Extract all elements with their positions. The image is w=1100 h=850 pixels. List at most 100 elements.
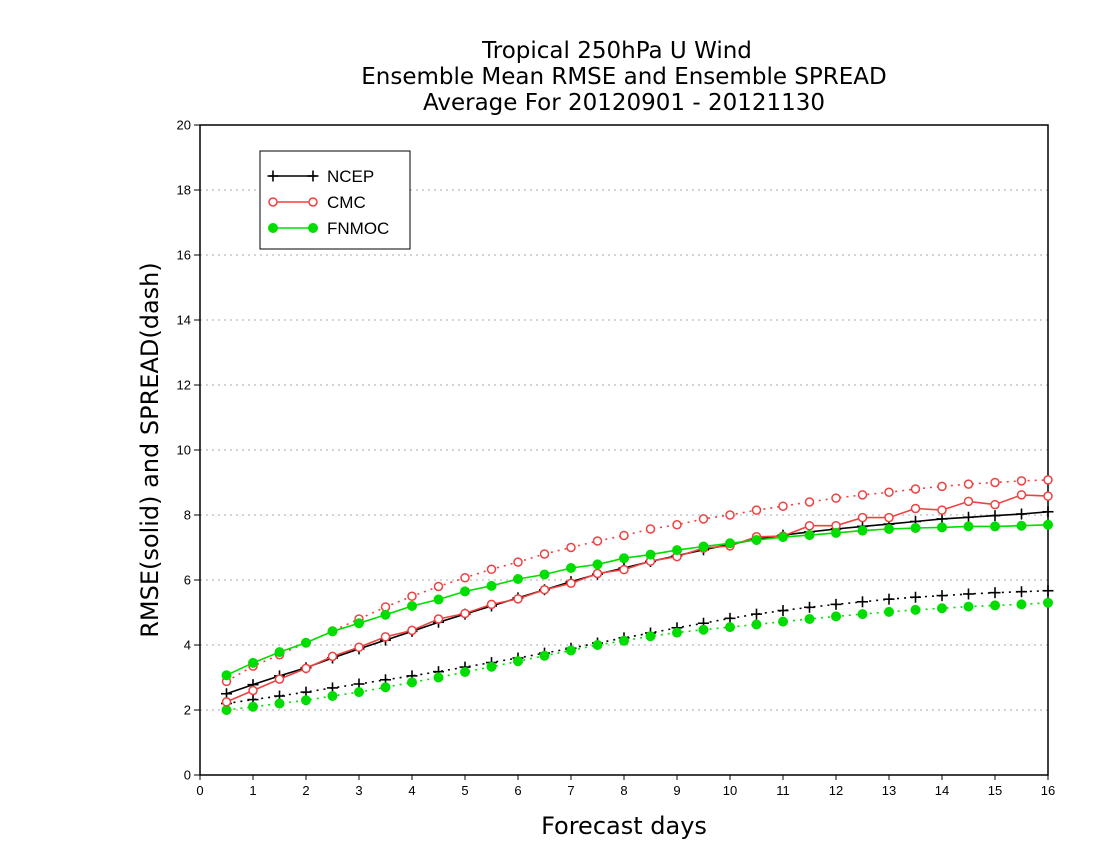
y-tick-label: 20 xyxy=(177,118,191,133)
data-point xyxy=(221,670,232,681)
data-point xyxy=(486,580,497,591)
data-point xyxy=(274,698,285,709)
y-tick-label: 16 xyxy=(177,248,191,263)
series-fnmoc-spread xyxy=(221,597,1053,715)
x-tick-label: 10 xyxy=(723,783,737,798)
data-point xyxy=(778,532,788,543)
data-point xyxy=(884,512,894,523)
title-line-3: Average For 20120901 - 20121130 xyxy=(423,90,825,116)
data-point xyxy=(433,594,444,605)
x-tick-label: 3 xyxy=(355,783,362,798)
data-point xyxy=(433,614,444,624)
data-point xyxy=(301,637,311,648)
legend-item-ncep: NCEP xyxy=(267,167,374,186)
legend-box xyxy=(259,150,411,250)
data-point xyxy=(592,640,603,650)
data-point xyxy=(751,619,762,630)
legend-label: CMC xyxy=(327,193,366,212)
data-point xyxy=(354,687,364,698)
data-point xyxy=(407,677,417,688)
data-point xyxy=(989,510,1001,522)
data-point xyxy=(963,511,974,523)
data-point xyxy=(460,666,470,677)
data-point xyxy=(1043,519,1053,530)
data-point xyxy=(936,590,948,602)
data-point xyxy=(724,612,736,624)
data-point xyxy=(963,521,974,532)
data-point xyxy=(268,223,278,233)
data-point xyxy=(1042,506,1054,518)
x-tick-label: 7 xyxy=(567,783,574,798)
series-line xyxy=(226,494,1049,703)
x-tick-label: 8 xyxy=(620,783,627,798)
data-point xyxy=(672,520,682,530)
y-tick-label: 14 xyxy=(177,313,191,328)
data-point xyxy=(937,481,947,492)
data-point xyxy=(830,598,842,610)
data-point xyxy=(354,618,364,629)
data-point xyxy=(910,523,921,533)
data-point xyxy=(777,605,789,617)
data-point xyxy=(857,525,868,536)
series-ncep-rmse xyxy=(221,506,1054,700)
data-point xyxy=(221,705,232,715)
x-tick-label: 6 xyxy=(514,783,521,798)
legend-label: FNMOC xyxy=(327,219,389,238)
data-point xyxy=(1043,475,1053,485)
data-point xyxy=(539,650,550,661)
chart-title: Tropical 250hPa U Wind Ensemble Mean RMS… xyxy=(361,38,886,116)
data-point xyxy=(804,497,815,507)
data-point xyxy=(804,530,815,541)
data-point xyxy=(539,569,550,580)
data-point xyxy=(327,691,338,702)
data-point xyxy=(698,514,709,524)
data-point xyxy=(380,632,391,642)
y-tick-label: 4 xyxy=(184,638,191,653)
data-point xyxy=(433,581,444,592)
y-tick-label: 6 xyxy=(184,573,191,588)
data-point xyxy=(910,591,921,603)
data-point xyxy=(963,496,974,507)
data-point xyxy=(486,661,497,672)
data-point xyxy=(884,487,894,497)
data-point xyxy=(857,490,868,500)
data-point xyxy=(910,503,921,514)
data-point xyxy=(831,527,841,538)
x-tick-label: 2 xyxy=(302,783,309,798)
data-point xyxy=(725,622,735,633)
data-point xyxy=(248,685,258,696)
x-tick-label: 4 xyxy=(408,783,415,798)
legend-label: NCEP xyxy=(327,167,374,186)
data-point xyxy=(857,609,868,620)
data-point xyxy=(990,521,1000,532)
series-layer xyxy=(221,475,1054,715)
x-tick-label: 14 xyxy=(935,783,949,798)
data-point xyxy=(267,170,279,182)
data-point xyxy=(566,645,576,656)
data-point xyxy=(857,596,868,608)
data-point xyxy=(221,697,232,707)
data-point xyxy=(460,586,470,597)
data-point xyxy=(963,479,974,489)
data-point xyxy=(619,530,629,541)
data-point xyxy=(460,608,470,619)
data-point xyxy=(1016,508,1027,520)
data-point xyxy=(672,627,682,638)
x-tick-label: 12 xyxy=(829,783,843,798)
data-point xyxy=(672,545,682,556)
legend-item-fnmoc: FNMOC xyxy=(268,219,389,238)
y-tick-label: 18 xyxy=(177,183,191,198)
grid xyxy=(200,189,1048,711)
data-point xyxy=(804,614,815,624)
data-point xyxy=(725,510,735,520)
data-point xyxy=(698,624,709,635)
data-point xyxy=(268,197,278,207)
data-point xyxy=(804,520,815,531)
series-ncep-spread xyxy=(221,585,1054,709)
data-point xyxy=(274,647,285,658)
data-point xyxy=(910,604,921,615)
y-tick-label: 0 xyxy=(184,768,191,783)
data-point xyxy=(804,601,815,613)
data-point xyxy=(884,523,894,534)
